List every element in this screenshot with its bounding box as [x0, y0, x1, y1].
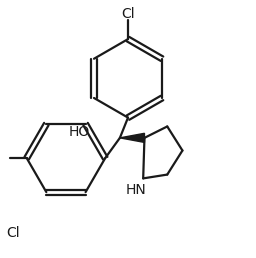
Polygon shape [120, 133, 144, 142]
Text: HO: HO [69, 125, 90, 139]
Text: Cl: Cl [6, 226, 20, 240]
Text: Cl: Cl [121, 7, 135, 21]
Text: HN: HN [125, 183, 146, 197]
